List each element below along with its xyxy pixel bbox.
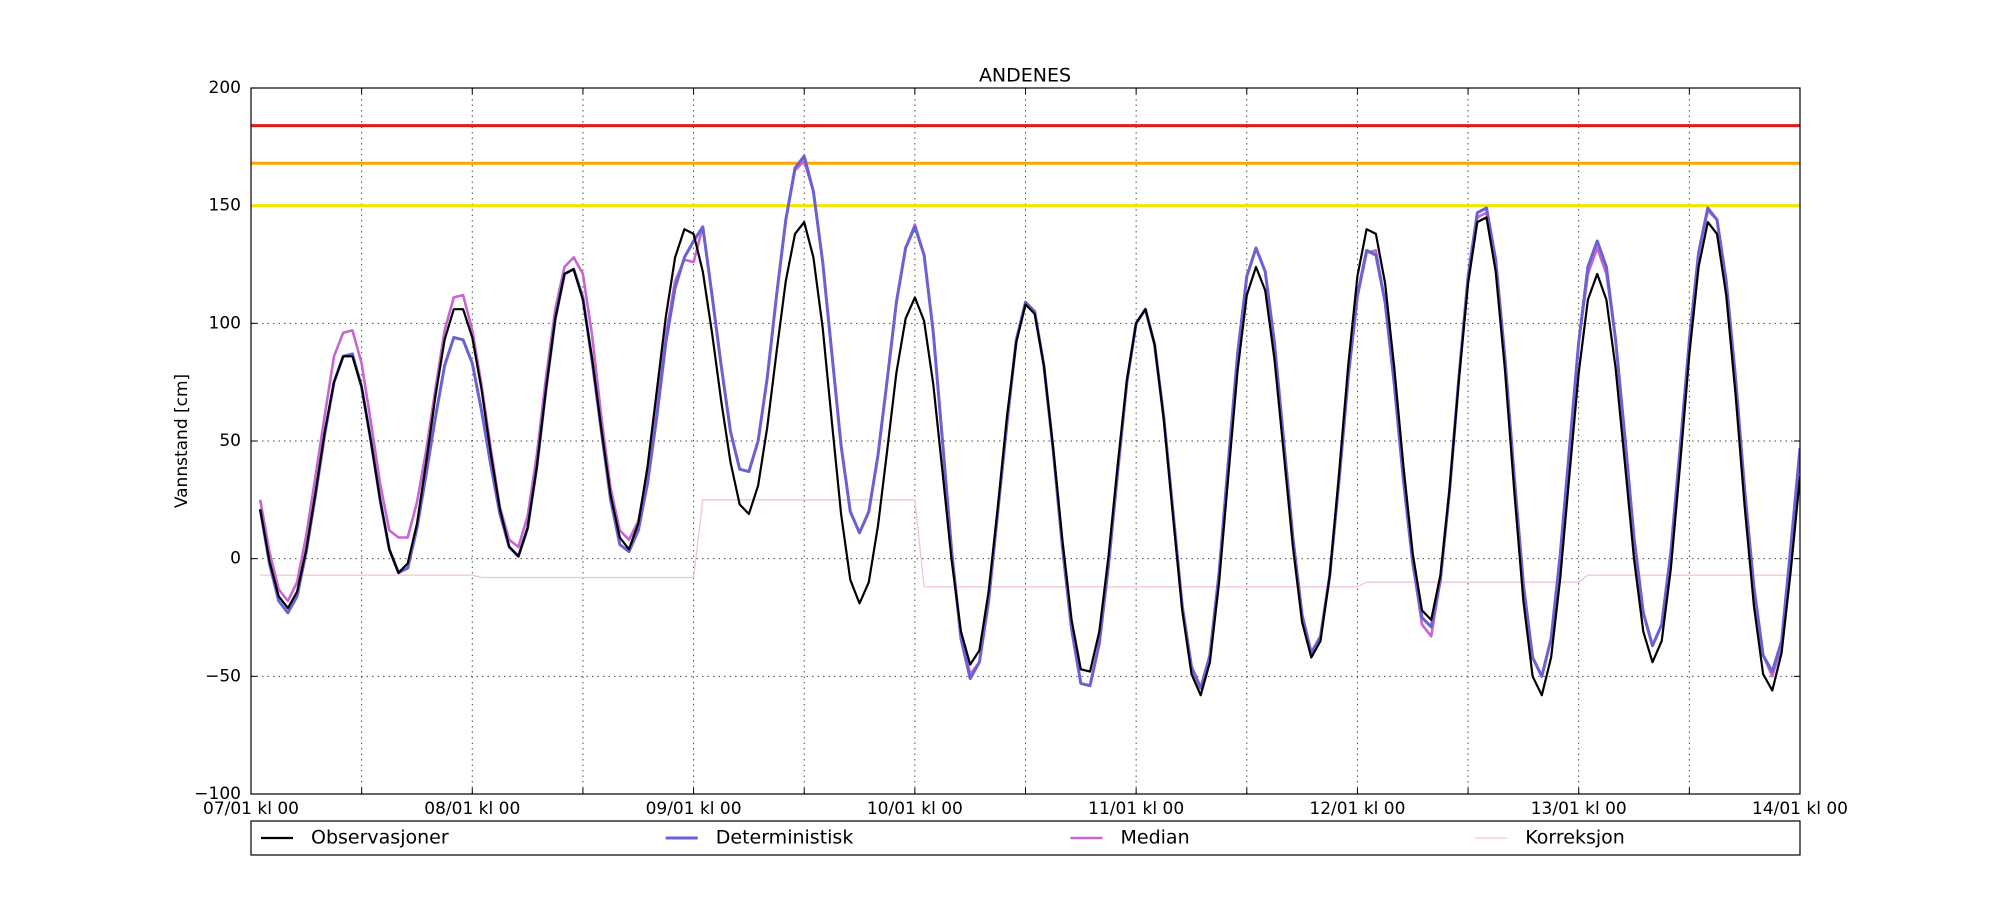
legend-box	[250, 820, 1801, 856]
x-tick-label: 07/01 kl 00	[203, 799, 299, 819]
y-tick-label: −50	[205, 666, 241, 686]
legend-label: Korreksjon	[1525, 827, 1625, 849]
series-line	[258, 159, 1800, 690]
x-tick-label: 12/01 kl 00	[1309, 799, 1405, 819]
x-tick-label: 14/01 kl 00	[1752, 799, 1848, 819]
x-tick-label: 11/01 kl 00	[1088, 799, 1184, 819]
y-tick-label: 200	[209, 78, 241, 98]
series-line	[260, 499, 1800, 588]
y-tick-label: 0	[230, 549, 241, 569]
y-tick-label: −100	[194, 784, 241, 804]
series-line	[259, 216, 1800, 697]
x-tick-label: 08/01 kl 00	[424, 799, 520, 819]
plot-area	[258, 154, 1800, 697]
y-axis-label: Vannstand [cm]	[172, 374, 192, 508]
y-tick-label: 150	[209, 196, 241, 216]
y-tick-label: 100	[209, 313, 241, 333]
legend-label: Deterministisk	[716, 827, 854, 849]
plot-frame	[250, 87, 1801, 795]
x-tick-label: 10/01 kl 00	[867, 799, 963, 819]
legend-label: Observasjoner	[311, 827, 449, 849]
series-line	[258, 154, 1800, 690]
legend-label: Median	[1121, 827, 1190, 849]
x-tick-label: 09/01 kl 00	[646, 799, 742, 819]
chart-title: ANDENES	[979, 65, 1071, 87]
x-tick-label: 13/01 kl 00	[1531, 799, 1627, 819]
y-tick-label: 50	[219, 431, 241, 451]
